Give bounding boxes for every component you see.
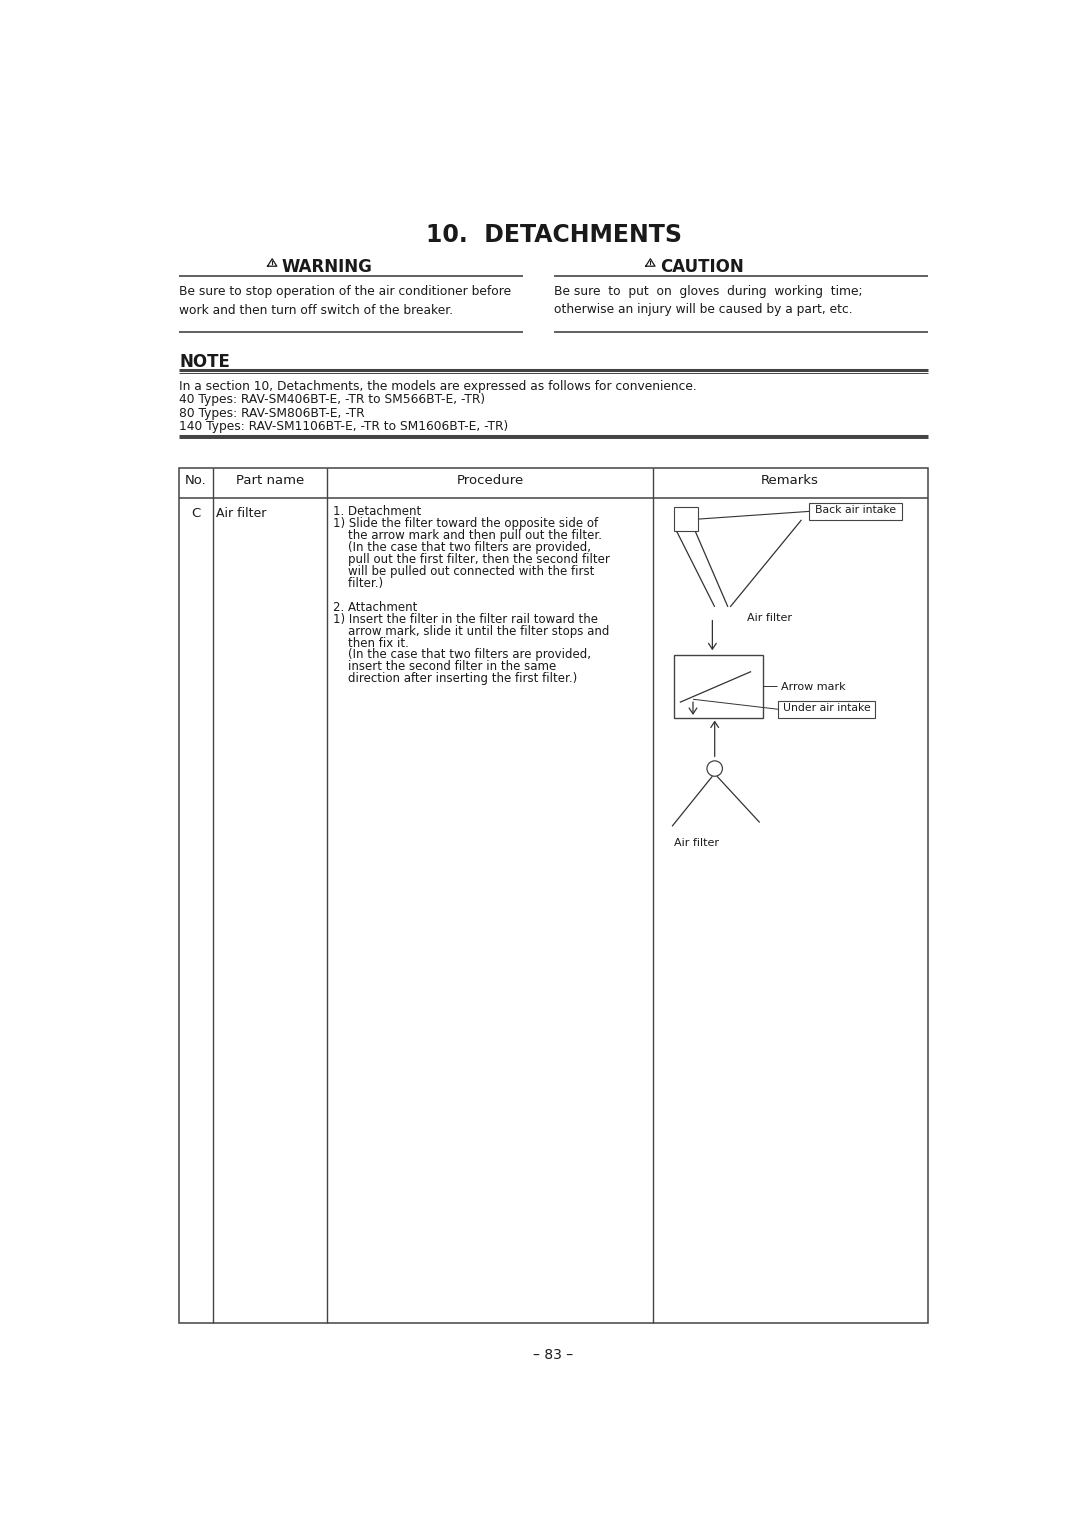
Bar [779, 701, 875, 718]
Bar [179, 468, 928, 1323]
Text: Remarks: Remarks [761, 474, 819, 487]
Text: 10.  DETACHMENTS: 10. DETACHMENTS [426, 223, 681, 248]
Text: Under air intake: Under air intake [783, 703, 870, 714]
Text: 1. Detachment: 1. Detachment [334, 506, 421, 518]
Text: 2. Attachment: 2. Attachment [334, 601, 418, 614]
Text: – 83 –: – 83 – [534, 1348, 573, 1361]
Text: Arrow mark: Arrow mark [781, 683, 846, 692]
Text: Be sure  to  put  on  gloves  during  working  time;
otherwise an injury will be: Be sure to put on gloves during working … [554, 286, 862, 316]
Text: WARNING: WARNING [282, 258, 373, 277]
Text: then fix it.: then fix it. [334, 637, 409, 649]
Text: Air filter: Air filter [674, 837, 718, 848]
Text: 1) Slide the filter toward the opposite side of: 1) Slide the filter toward the opposite … [334, 516, 598, 530]
Text: filter.): filter.) [334, 578, 383, 590]
Text: 40 Types: RAV-SM406BT-E, -TR to SM566BT-E, -TR): 40 Types: RAV-SM406BT-E, -TR to SM566BT-… [179, 393, 485, 406]
Text: C: C [191, 507, 200, 520]
Text: 140 Types: RAV-SM1106BT-E, -TR to SM1606BT-E, -TR): 140 Types: RAV-SM1106BT-E, -TR to SM1606… [179, 420, 509, 432]
Text: 1) Insert the filter in the filter rail toward the: 1) Insert the filter in the filter rail … [334, 613, 598, 625]
Bar [674, 507, 699, 532]
Text: No.: No. [185, 474, 206, 487]
Text: arrow mark, slide it until the filter stops and: arrow mark, slide it until the filter st… [334, 625, 610, 637]
Text: Air filter: Air filter [216, 507, 267, 520]
Text: Air filter: Air filter [747, 613, 793, 623]
Text: 80 Types: RAV-SM806BT-E, -TR: 80 Types: RAV-SM806BT-E, -TR [179, 406, 365, 420]
Text: Procedure: Procedure [457, 474, 524, 487]
Text: (In the case that two filters are provided,: (In the case that two filters are provid… [334, 648, 592, 662]
Text: NOTE: NOTE [179, 353, 230, 371]
Bar [674, 654, 762, 718]
Text: Be sure to stop operation of the air conditioner before
work and then turn off s: Be sure to stop operation of the air con… [179, 286, 511, 316]
Bar [809, 503, 902, 520]
Text: direction after inserting the first filter.): direction after inserting the first filt… [334, 672, 578, 686]
Text: pull out the first filter, then the second filter: pull out the first filter, then the seco… [334, 553, 610, 565]
Text: insert the second filter in the same: insert the second filter in the same [334, 660, 556, 674]
Text: will be pulled out connected with the first: will be pulled out connected with the fi… [334, 565, 595, 578]
Text: (In the case that two filters are provided,: (In the case that two filters are provid… [334, 541, 592, 555]
Text: Part name: Part name [235, 474, 303, 487]
Text: Back air intake: Back air intake [815, 506, 896, 515]
Text: CAUTION: CAUTION [660, 258, 743, 277]
Text: the arrow mark and then pull out the filter.: the arrow mark and then pull out the fil… [334, 529, 603, 542]
Text: In a section 10, Detachments, the models are expressed as follows for convenienc: In a section 10, Detachments, the models… [179, 380, 697, 393]
